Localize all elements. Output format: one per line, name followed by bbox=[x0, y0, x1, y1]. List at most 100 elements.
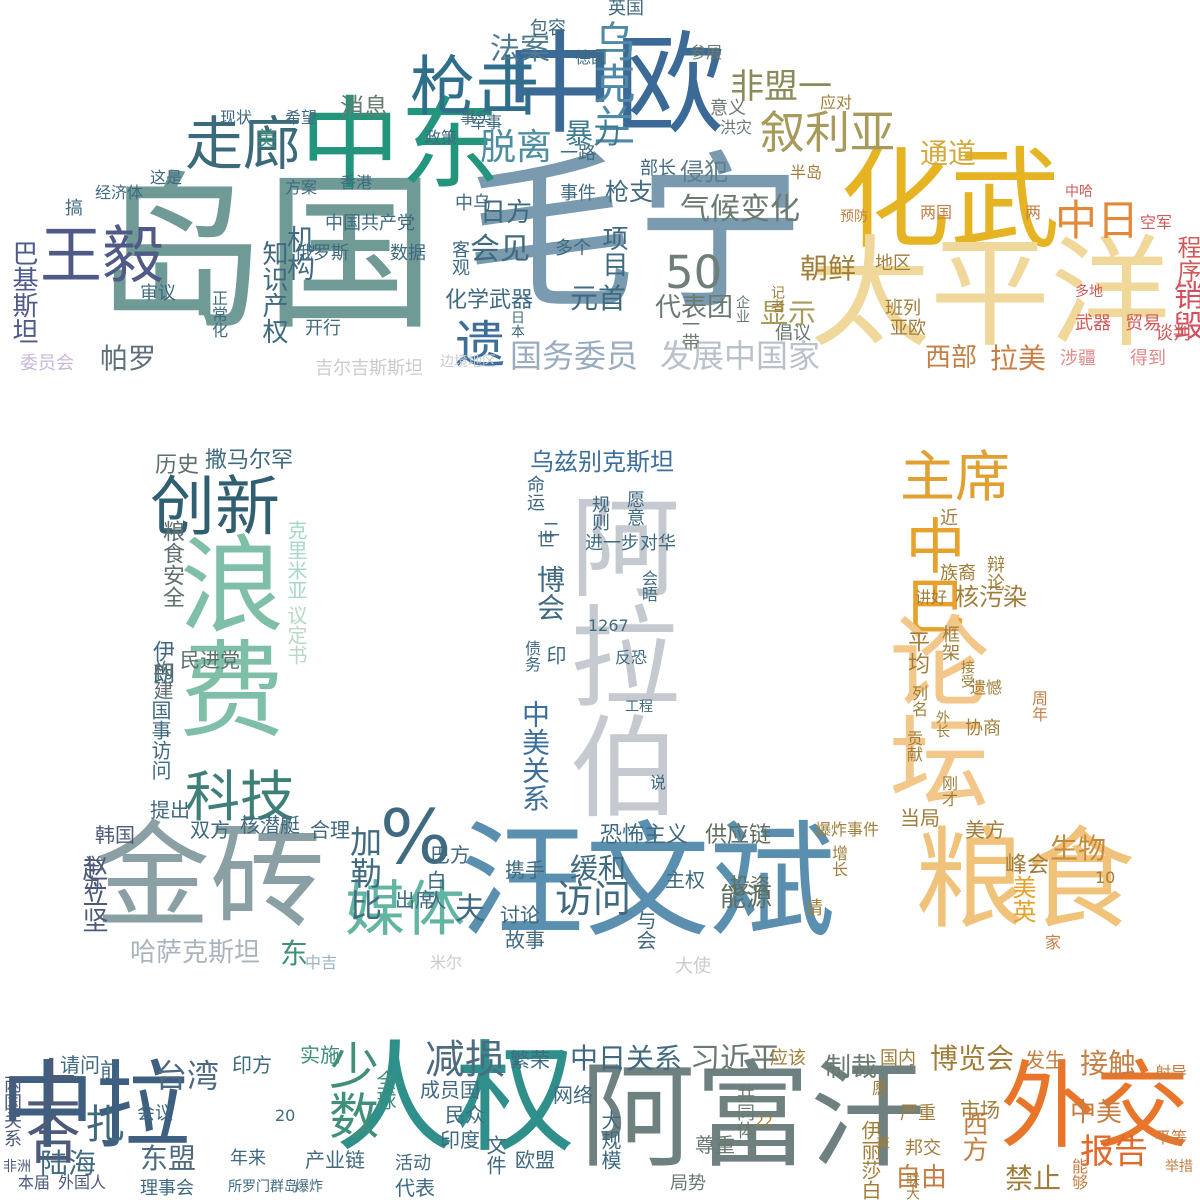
word-cloud-word: 欧盟 bbox=[515, 1148, 555, 1172]
word-cloud-word: 兼 bbox=[874, 1135, 890, 1149]
word-cloud-word: 通道 bbox=[920, 137, 977, 170]
word-cloud-word: 非盟一 bbox=[730, 67, 832, 107]
word-cloud-word: 中哈 bbox=[1065, 184, 1093, 200]
word-cloud-word: 外国人 bbox=[58, 1173, 107, 1192]
word-cloud-word: 中巴 bbox=[895, 515, 965, 635]
word-cloud-word: 白人 bbox=[423, 870, 447, 910]
word-cloud-word: 应对 bbox=[820, 93, 853, 112]
word-cloud-word: 中日 bbox=[1055, 196, 1140, 245]
word-cloud-word: 国务委员 bbox=[510, 337, 639, 375]
word-cloud-word: 台湾 bbox=[155, 1057, 220, 1095]
word-cloud-word: 年来 bbox=[230, 1148, 266, 1169]
word-cloud-word: 创新 bbox=[150, 470, 281, 545]
word-cloud-word: 边境地区 bbox=[440, 354, 496, 370]
word-cloud-word: 项目 bbox=[598, 225, 628, 277]
word-cloud-word: 中日关系 bbox=[570, 1042, 683, 1075]
word-cloud-word: 正常化 bbox=[209, 290, 228, 338]
word-cloud-word: 搞 bbox=[65, 198, 83, 219]
word-cloud-word: 暴力 bbox=[565, 117, 622, 150]
word-cloud-word: 讨论 bbox=[500, 903, 540, 927]
word-cloud-word: 印 bbox=[543, 645, 567, 665]
word-cloud-word: 希望 bbox=[285, 108, 318, 127]
word-cloud-word: 制裁 bbox=[825, 1053, 878, 1083]
word-cloud-word: 成员国 bbox=[420, 1078, 480, 1102]
word-cloud-word: 进一步 bbox=[585, 533, 639, 554]
word-cloud-word: 方案 bbox=[285, 178, 318, 197]
word-cloud-word: 巴基斯坦 bbox=[8, 240, 38, 344]
word-cloud-word: 记者 bbox=[769, 285, 785, 313]
word-cloud-word: 阿拉伯 bbox=[551, 490, 679, 820]
word-cloud-word: 赵立坚 bbox=[78, 855, 108, 933]
word-cloud-word: 气候变化 bbox=[680, 192, 800, 227]
word-cloud-word: 军事 bbox=[470, 113, 503, 132]
word-cloud-word: 议定书 bbox=[284, 605, 308, 665]
word-cloud-word: 1267 bbox=[588, 616, 629, 635]
word-cloud-word: 两国 bbox=[920, 203, 953, 222]
word-cloud-word: 爆炸 bbox=[295, 1179, 323, 1195]
word-cloud-word: 机构 bbox=[283, 225, 316, 281]
word-cloud-word: 全球 bbox=[373, 1070, 397, 1110]
word-cloud-word: 巴方 bbox=[430, 843, 470, 867]
word-cloud-word: 班列 bbox=[885, 298, 921, 319]
word-cloud-word: 核污染 bbox=[955, 583, 1027, 611]
word-cloud-word: 繁荣 bbox=[510, 1048, 550, 1072]
word-cloud-word: 包容 bbox=[530, 18, 566, 39]
word-cloud-word: 德国 bbox=[575, 48, 608, 67]
word-cloud-word: 这是 bbox=[150, 168, 183, 187]
word-cloud-word: 英国 bbox=[608, 0, 644, 19]
word-cloud-word: 日本 bbox=[509, 310, 525, 338]
word-cloud-word: 报告 bbox=[1080, 1132, 1148, 1172]
word-cloud-word: 夫 bbox=[455, 892, 485, 927]
word-cloud-word: 媒体 bbox=[345, 875, 465, 945]
word-cloud-word: 多地 bbox=[1075, 284, 1103, 300]
word-cloud-word: 俄罗斯 bbox=[295, 243, 349, 264]
word-cloud-word: 大使 bbox=[675, 956, 711, 977]
word-cloud-word: 理事会 bbox=[140, 1178, 194, 1199]
word-cloud-word: 科技 bbox=[185, 765, 296, 829]
word-cloud-word: 10 bbox=[1095, 868, 1116, 887]
word-cloud-word: 增长 bbox=[829, 845, 848, 877]
word-cloud-word: 东盟 bbox=[140, 1142, 197, 1175]
word-cloud-word: 辩论 bbox=[984, 555, 1005, 591]
word-cloud-word: 列名 bbox=[909, 685, 928, 717]
word-cloud-word: 讲好 bbox=[915, 588, 948, 607]
word-cloud-word: 博会 bbox=[533, 565, 566, 621]
word-cloud-word: 产业链 bbox=[305, 1148, 365, 1172]
word-cloud-word: 举办 bbox=[80, 855, 104, 895]
word-cloud-word: 程序 bbox=[1173, 235, 1200, 283]
word-cloud-word: 遗憾 bbox=[970, 678, 1003, 697]
word-cloud-word: 浪费 bbox=[162, 530, 284, 740]
word-cloud-word: 武器 bbox=[1075, 313, 1111, 334]
word-cloud-word: 化武 bbox=[840, 136, 1060, 264]
word-cloud-word: 论坛 bbox=[872, 610, 989, 810]
word-cloud-word: 会议 bbox=[137, 1103, 173, 1124]
word-cloud-word: 民众 bbox=[445, 1103, 485, 1127]
word-cloud-word: 能够 bbox=[1069, 1158, 1088, 1190]
word-cloud-word: 二 bbox=[539, 520, 560, 538]
word-cloud-word: 家 bbox=[1045, 933, 1062, 952]
word-cloud-word: 说 bbox=[650, 773, 667, 792]
word-cloud-word: 投资 bbox=[730, 873, 770, 897]
word-cloud-word: 族裔 bbox=[940, 563, 976, 584]
word-cloud-word: 香港 bbox=[340, 173, 373, 192]
word-cloud-word: 能源 bbox=[720, 883, 773, 913]
word-cloud-word: 活动 bbox=[395, 1153, 431, 1174]
word-cloud-word: 加勒比 bbox=[345, 825, 383, 921]
word-cloud-word: 米尔 bbox=[430, 953, 463, 972]
word-cloud-word: 阿富汗 bbox=[580, 1050, 926, 1184]
word-cloud-word: 两 bbox=[1025, 203, 1042, 222]
word-cloud-word: 日方 bbox=[480, 198, 533, 228]
word-cloud-word: 刚才 bbox=[939, 775, 958, 807]
word-cloud-word: 峰会 bbox=[1005, 853, 1050, 878]
word-cloud-word: 毛宁 bbox=[465, 136, 806, 334]
word-cloud-word: 拉美 bbox=[990, 342, 1047, 375]
word-cloud-word: 法案 bbox=[490, 32, 550, 67]
word-cloud-word: 周年 bbox=[1029, 690, 1048, 722]
word-cloud-word: 洪灾 bbox=[720, 118, 753, 137]
word-cloud-word: 意义 bbox=[710, 98, 746, 119]
word-cloud-word: 贡献 bbox=[904, 730, 923, 762]
word-cloud-word: 得到 bbox=[1130, 348, 1166, 369]
word-cloud-word: 框架 bbox=[939, 625, 960, 661]
word-cloud-word: 共同体 bbox=[734, 1085, 755, 1139]
word-cloud-word: 前 bbox=[100, 1058, 120, 1082]
